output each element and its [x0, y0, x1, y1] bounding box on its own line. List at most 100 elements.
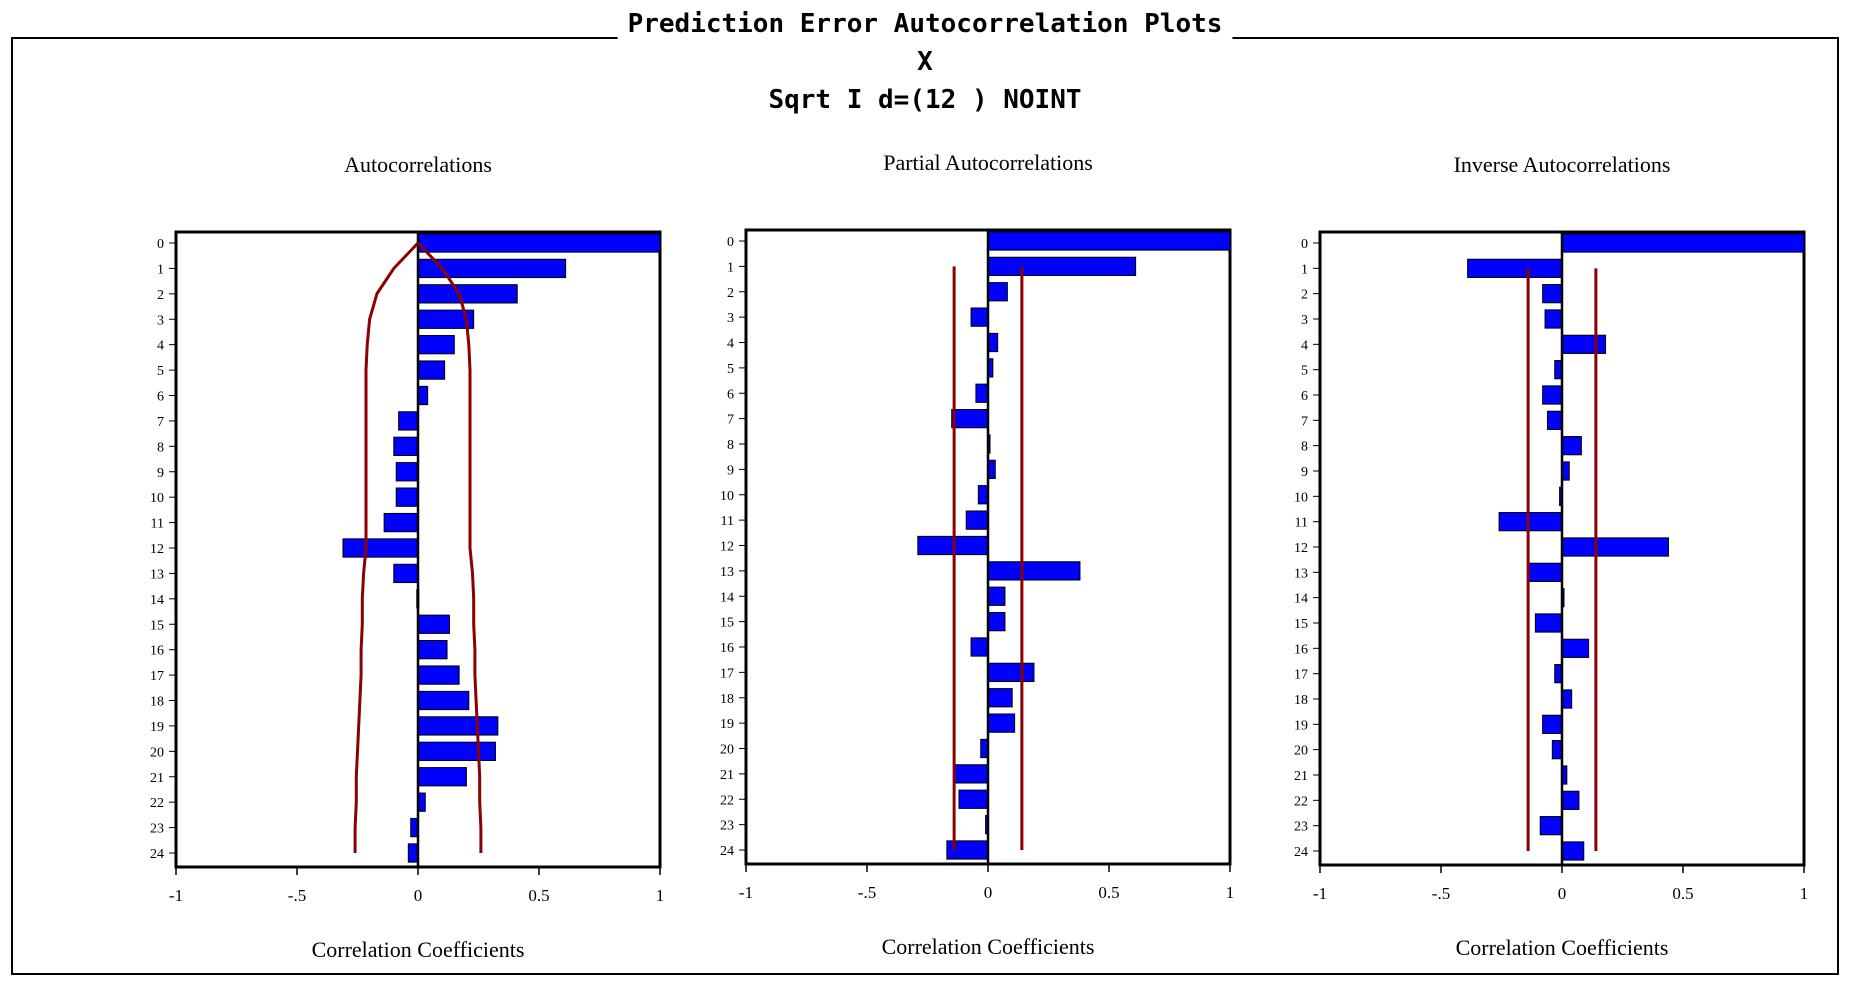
lag-label: 20	[1294, 744, 1308, 759]
bar-lag-0	[1561, 233, 1805, 253]
lag-label: 4	[157, 339, 164, 354]
bar-lag-17	[417, 665, 460, 685]
bar-lag-18	[1561, 689, 1573, 709]
bar-lag-10	[977, 485, 989, 505]
bar-lag-12	[1561, 537, 1669, 557]
lag-label: 14	[1294, 592, 1308, 607]
bar-lag-11	[383, 512, 419, 533]
x-tick-label: 1	[1800, 884, 1809, 903]
bar-lag-4	[1561, 334, 1607, 354]
lag-label: 7	[157, 415, 164, 430]
bar-lag-5	[417, 360, 446, 380]
lag-label: 15	[720, 616, 734, 631]
lag-label: 16	[720, 641, 734, 656]
bar-lag-19	[987, 713, 1016, 733]
bar-lag-14	[987, 586, 1006, 606]
bar-lag-2	[417, 284, 518, 304]
lag-label: 24	[1294, 845, 1308, 860]
bar-lag-7	[398, 411, 419, 431]
bar-lag-4	[417, 335, 455, 355]
lag-label: 5	[1301, 364, 1308, 379]
bar-lag-16	[417, 640, 448, 660]
bar-lag-2	[1542, 284, 1563, 304]
bar-lag-0	[987, 231, 1231, 251]
bar-lag-24	[1561, 841, 1585, 861]
bar-lag-6	[1542, 385, 1563, 405]
lag-label: 8	[1301, 440, 1308, 455]
bar-lag-1	[987, 256, 1137, 277]
x-tick-label: 0	[984, 883, 993, 902]
lag-label: 3	[1301, 313, 1308, 328]
lag-label: 21	[1294, 769, 1308, 784]
lag-label: 9	[1301, 465, 1308, 480]
bar-lag-24	[407, 843, 419, 863]
lag-label: 22	[1294, 794, 1308, 809]
figure-header: Prediction Error Autocorrelation Plots X…	[628, 9, 1223, 115]
lag-label: 2	[727, 286, 734, 301]
bar-lag-16	[1561, 638, 1590, 658]
lag-label: 2	[1301, 288, 1308, 303]
x-axis-label: Correlation Coefficients	[312, 937, 525, 962]
lag-label: 13	[1294, 566, 1308, 581]
bar-lag-12	[342, 538, 419, 558]
bar-lag-1	[417, 258, 567, 279]
lag-label: 9	[157, 466, 164, 481]
bar-lag-6	[975, 383, 989, 403]
x-tick-label: 1	[656, 886, 665, 905]
bar-lag-1	[1467, 258, 1563, 278]
lag-label: 15	[150, 618, 164, 633]
bar-lag-11	[965, 510, 989, 530]
lag-label: 12	[1294, 541, 1308, 556]
lag-label: 3	[157, 313, 164, 328]
lag-label: 6	[727, 387, 734, 402]
lag-label: 17	[150, 669, 164, 684]
bar-lag-2	[987, 282, 1008, 302]
bar-lag-7	[1546, 410, 1563, 430]
lag-label: 12	[720, 540, 734, 555]
lag-label: 22	[720, 793, 734, 808]
lag-label: 0	[157, 237, 164, 252]
bar-lag-15	[417, 614, 450, 634]
lag-label: 9	[727, 463, 734, 478]
bar-lag-8	[393, 436, 419, 456]
bar-lag-17	[987, 662, 1035, 683]
x-axis-label: Correlation Coefficients	[882, 934, 1095, 959]
bar-lag-23	[1539, 816, 1563, 836]
lag-label: 23	[1294, 820, 1308, 835]
lag-label: 16	[1294, 642, 1308, 657]
bar-lag-9	[395, 462, 419, 482]
x-tick-label: 0	[1558, 884, 1567, 903]
bar-lag-19	[417, 716, 499, 736]
lag-label: 13	[150, 567, 164, 582]
bar-lag-16	[970, 637, 989, 657]
bar-lag-11	[1498, 512, 1563, 532]
lag-label: 4	[1301, 338, 1308, 353]
lag-label: 23	[150, 822, 164, 837]
lag-label: 2	[157, 288, 164, 303]
x-axis-label: Correlation Coefficients	[1456, 935, 1669, 960]
x-tick-label: -.5	[288, 886, 306, 905]
lag-label: 24	[150, 847, 164, 862]
panel-3: Inverse Autocorrelations0123456789101112…	[1294, 152, 1808, 960]
lag-label: 11	[1295, 516, 1308, 531]
lag-label: 6	[1301, 389, 1308, 404]
figure-subtitle: X	[917, 47, 933, 77]
x-tick-label: 0.5	[528, 886, 549, 905]
lag-label: 18	[1294, 693, 1308, 708]
outer-frame-border	[11, 37, 1839, 975]
lag-label: 21	[720, 768, 734, 783]
lag-label: 7	[727, 413, 734, 428]
lag-label: 23	[720, 819, 734, 834]
bar-lag-22	[958, 789, 989, 809]
lag-label: 0	[1301, 237, 1308, 252]
lag-label: 19	[150, 720, 164, 735]
lag-label: 1	[1301, 262, 1308, 277]
bar-lag-21	[417, 767, 467, 787]
lag-label: 18	[720, 692, 734, 707]
x-tick-label: 0.5	[1672, 884, 1693, 903]
bar-lag-20	[1551, 740, 1563, 760]
lag-label: 21	[150, 771, 164, 786]
lag-label: 5	[727, 362, 734, 377]
bar-lag-6	[417, 385, 429, 406]
lag-label: 11	[151, 517, 164, 532]
